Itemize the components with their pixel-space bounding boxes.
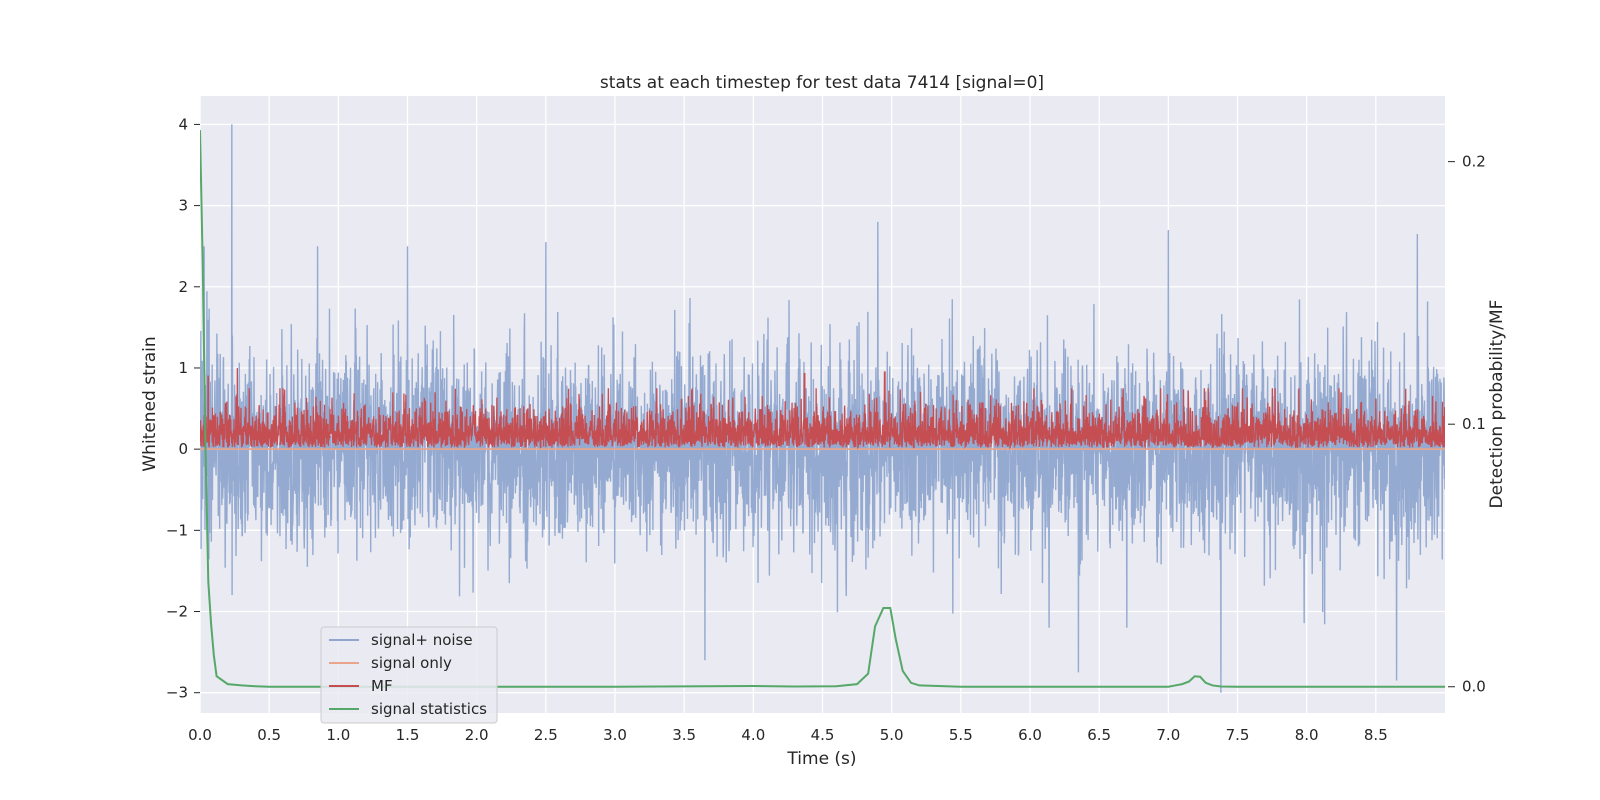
x-axis-label: Time (s)	[786, 749, 856, 769]
y-right-tick-label: 0.2	[1462, 153, 1486, 171]
y-right-tick-label: 0.0	[1462, 678, 1486, 696]
x-tick-label: 8.5	[1364, 726, 1388, 744]
x-tick-label: 4.5	[811, 726, 835, 744]
legend-label-mf: MF	[371, 677, 393, 695]
x-tick-label: 5.5	[949, 726, 973, 744]
x-tick-label: 1.5	[396, 726, 420, 744]
y-axis-right-label: Detection probability/MF	[1487, 300, 1507, 509]
y-axis-label: Whitened strain	[140, 336, 160, 471]
legend-label-signal-noise: signal+ noise	[371, 631, 473, 649]
x-tick-label: 3.0	[603, 726, 627, 744]
y-axis-ticks: −3 −2 −1 0 1 2 3 4	[166, 115, 200, 702]
x-tick-label: 2.0	[465, 726, 489, 744]
legend-label-signal-only: signal only	[371, 654, 452, 672]
legend-box	[320, 626, 498, 724]
x-tick-label: 7.0	[1156, 726, 1180, 744]
x-tick-label: 1.0	[326, 726, 350, 744]
series-signal-statistics	[200, 130, 1445, 688]
x-tick-label: 3.5	[672, 726, 696, 744]
chart-title: stats at each timestep for test data 741…	[600, 73, 1044, 93]
y-tick-label: 1	[178, 359, 188, 377]
x-tick-label: 6.0	[1018, 726, 1042, 744]
legend-label-signal-statistics: signal statistics	[371, 700, 487, 718]
x-axis-ticks: 0.0 0.5 1.0 1.5 2.0 2.5 3.0 3.5 4.0 4.5 5.0 5.5 6.0 6…	[188, 726, 1388, 744]
y-tick-label: 4	[178, 115, 188, 133]
x-tick-label: 7.5	[1226, 726, 1250, 744]
y-tick-label: 0	[178, 440, 188, 458]
x-tick-label: 2.5	[534, 726, 558, 744]
x-tick-label: 8.0	[1295, 726, 1319, 744]
x-tick-label: 0.5	[257, 726, 281, 744]
x-tick-label: 5.0	[880, 726, 904, 744]
y-tick-label: 3	[178, 197, 188, 215]
y-tick-label: 2	[178, 278, 188, 296]
series-signal-noise	[200, 124, 1445, 693]
series-mf	[200, 367, 1445, 450]
x-tick-label: 0.0	[188, 726, 212, 744]
series-layer	[200, 124, 1445, 693]
x-tick-label: 6.5	[1087, 726, 1111, 744]
y-tick-label: −1	[166, 521, 188, 539]
y-tick-label: −3	[166, 684, 188, 702]
y-axis-right-ticks: 0.0 0.1 0.2	[1448, 153, 1486, 696]
x-tick-label: 4.0	[741, 726, 765, 744]
y-tick-label: −2	[166, 603, 188, 621]
y-right-tick-label: 0.1	[1462, 415, 1486, 433]
legend: signal+ noise signal only MF signal stat…	[320, 626, 498, 724]
